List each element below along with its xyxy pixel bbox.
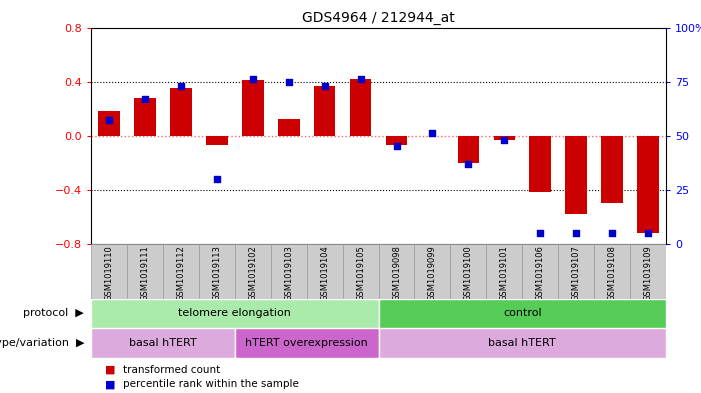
Bar (350, 79, 372, 136)
Bar (379, 244, 414, 299)
Point (427, 130, 438, 136)
Text: GSM1019110: GSM1019110 (104, 245, 114, 301)
Bar (529, 136, 551, 192)
Bar (98, 111, 120, 136)
Point (498, 137, 510, 143)
Bar (565, 136, 587, 214)
Text: hTERT overexpression: hTERT overexpression (245, 338, 368, 348)
Text: basal hTERT: basal hTERT (489, 338, 556, 348)
Bar (235, 328, 379, 358)
Bar (343, 244, 379, 299)
Point (606, 230, 618, 236)
Bar (91, 328, 235, 358)
Text: GSM1019111: GSM1019111 (140, 245, 149, 301)
Bar (630, 244, 666, 299)
Bar (458, 136, 479, 163)
Point (104, 117, 115, 123)
Text: GSM1019104: GSM1019104 (320, 245, 329, 301)
Bar (271, 244, 307, 299)
Bar (379, 328, 666, 358)
Bar (486, 244, 522, 299)
Text: GSM1019113: GSM1019113 (212, 245, 222, 301)
Text: GSM1019099: GSM1019099 (428, 245, 437, 301)
Bar (450, 244, 486, 299)
Point (247, 76, 259, 83)
Bar (307, 244, 343, 299)
Bar (594, 244, 630, 299)
Text: GSM1019106: GSM1019106 (536, 245, 545, 301)
Bar (278, 119, 299, 136)
Title: GDS4964 / 212944_at: GDS4964 / 212944_at (302, 11, 455, 25)
Point (463, 160, 474, 167)
Text: GSM1019102: GSM1019102 (248, 245, 257, 301)
Bar (163, 244, 199, 299)
Bar (494, 136, 515, 140)
Text: control: control (503, 309, 542, 318)
Point (139, 95, 151, 102)
Text: GSM1019112: GSM1019112 (177, 245, 186, 301)
Text: protocol  ▶: protocol ▶ (23, 309, 84, 318)
Text: GSM1019109: GSM1019109 (644, 245, 653, 301)
Bar (637, 136, 659, 233)
Point (355, 76, 366, 83)
Text: ■: ■ (105, 379, 116, 389)
Text: GSM1019100: GSM1019100 (464, 245, 473, 301)
Text: ■: ■ (105, 365, 116, 375)
Text: GSM1019101: GSM1019101 (500, 245, 509, 301)
Point (175, 83, 186, 89)
Text: genotype/variation  ▶: genotype/variation ▶ (0, 338, 84, 348)
Bar (601, 136, 622, 203)
Point (283, 78, 294, 84)
Bar (379, 299, 666, 328)
Point (211, 176, 222, 182)
Bar (91, 244, 127, 299)
Point (391, 143, 402, 149)
Bar (522, 244, 558, 299)
Text: GSM1019103: GSM1019103 (284, 245, 293, 301)
Bar (235, 244, 271, 299)
Bar (414, 244, 450, 299)
Bar (199, 244, 235, 299)
Bar (91, 299, 379, 328)
Bar (127, 244, 163, 299)
Text: telomere elongation: telomere elongation (178, 309, 292, 318)
Text: transformed count: transformed count (123, 365, 220, 375)
Text: basal hTERT: basal hTERT (129, 338, 197, 348)
Bar (135, 98, 156, 136)
Text: GSM1019105: GSM1019105 (356, 245, 365, 301)
Bar (170, 88, 192, 136)
Bar (206, 136, 228, 145)
Bar (558, 244, 594, 299)
Point (535, 230, 546, 236)
Point (319, 83, 330, 89)
Bar (242, 80, 264, 136)
Text: GSM1019107: GSM1019107 (571, 245, 580, 301)
Bar (386, 136, 407, 145)
Text: percentile rank within the sample: percentile rank within the sample (123, 379, 299, 389)
Point (571, 230, 582, 236)
Point (642, 230, 653, 236)
Bar (314, 86, 335, 136)
Text: GSM1019098: GSM1019098 (392, 245, 401, 301)
Text: GSM1019108: GSM1019108 (608, 245, 617, 301)
